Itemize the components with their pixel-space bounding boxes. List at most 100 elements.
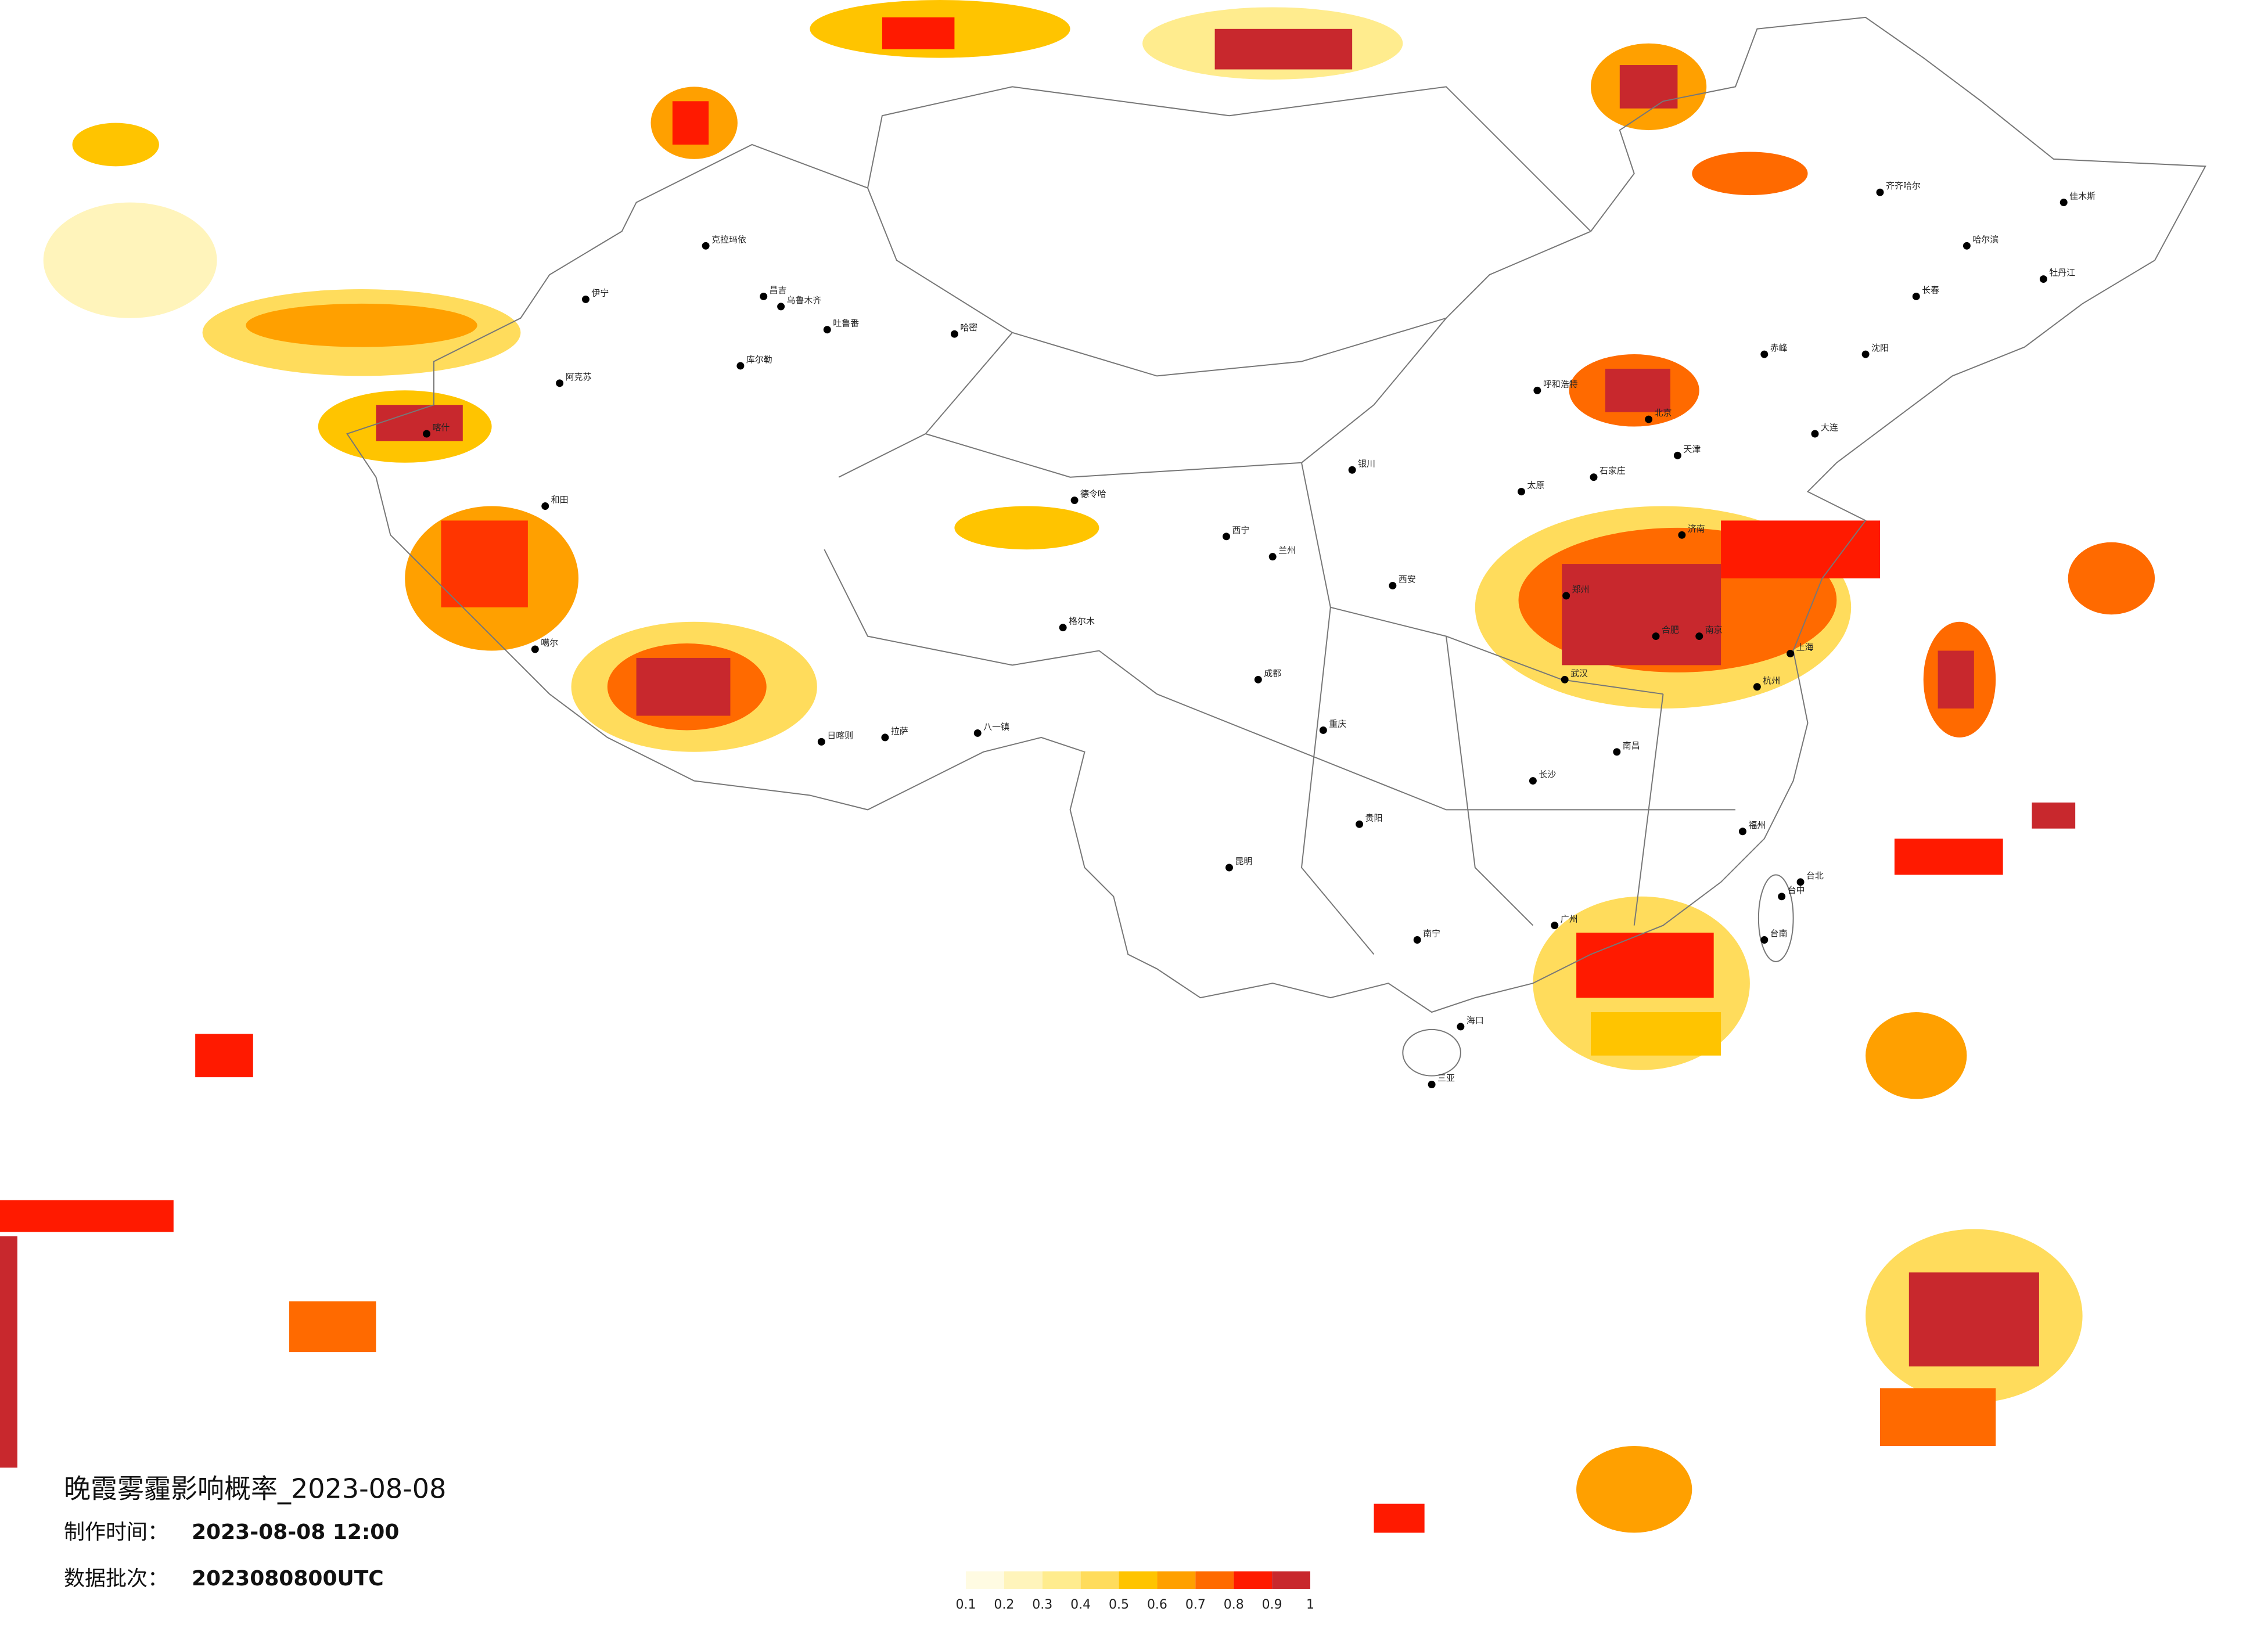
city-dot (1753, 683, 1761, 691)
city-label: 兰州 (1278, 545, 1296, 556)
city-dot (581, 295, 590, 303)
city-label: 齐齐哈尔 (1886, 181, 1921, 191)
city-label: 南京 (1705, 625, 1723, 635)
city-dot (2059, 199, 2068, 207)
city-dot (1529, 777, 1537, 785)
city-label: 格尔木 (1069, 616, 1095, 627)
city-label: 赤峰 (1770, 343, 1788, 353)
city-label: 台南 (1770, 929, 1788, 939)
city-label: 喀什 (433, 422, 450, 433)
made-time: 2023-08-08 12:00 (192, 1520, 399, 1544)
city-dot (1428, 1081, 1436, 1088)
city-label: 杭州 (1763, 675, 1780, 686)
city-label: 日喀则 (827, 730, 853, 740)
legend-tick-label: 1 (1306, 1598, 1314, 1612)
city-dot (1613, 748, 1621, 756)
city-label: 台北 (1806, 870, 1824, 881)
legend-swatch (1157, 1571, 1196, 1589)
city-label: 广州 (1561, 914, 1578, 924)
city-label: 成都 (1264, 668, 1281, 678)
city-dot (1457, 1023, 1465, 1031)
city-label: 太原 (1527, 480, 1544, 491)
city-dot (1348, 466, 1356, 474)
city-label: 海口 (1467, 1015, 1484, 1026)
legend-tick-label: 0.5 (1109, 1598, 1129, 1612)
legend-tick-label: 0.4 (1070, 1598, 1091, 1612)
city-dot (760, 292, 768, 300)
city-dot (1561, 675, 1569, 684)
city-label: 克拉玛依 (711, 234, 746, 244)
city-label: 天津 (1683, 444, 1701, 454)
city-dot (1876, 188, 1884, 196)
city-label: 拉萨 (891, 726, 908, 736)
city-label: 南昌 (1623, 740, 1640, 751)
city-dot (702, 242, 710, 250)
legend: 0.1 0.2 0.3 0.4 0.5 0.6 0.7 0.8 0.9 1 (956, 1571, 1314, 1612)
city-label: 昌吉 (770, 285, 787, 295)
city-dot (1562, 592, 1570, 600)
country-border (346, 16, 2206, 1013)
borders (346, 16, 2206, 1077)
city-dot (1760, 350, 1769, 358)
city-dot (1787, 650, 1795, 657)
city-label: 和田 (551, 495, 569, 505)
legend-swatch (1195, 1571, 1234, 1589)
city-label: 西安 (1399, 574, 1416, 584)
city-label: 合肥 (1662, 625, 1679, 635)
city-label: 北京 (1655, 408, 1672, 418)
city-dot (1254, 675, 1262, 684)
city-label: 贵阳 (1365, 812, 1383, 823)
taiwan (1757, 874, 1794, 962)
city-label: 石家庄 (1600, 466, 1626, 476)
city-dot (1673, 451, 1681, 459)
city-dot (531, 645, 539, 653)
legend-swatch (1272, 1571, 1310, 1589)
city-dot (1778, 893, 1786, 901)
city-dot (1912, 292, 1920, 300)
batch: 2023080800UTC (192, 1567, 384, 1591)
city-dot (1413, 936, 1421, 944)
legend-swatch (1004, 1571, 1043, 1589)
legend-tick-label: 0.2 (994, 1598, 1014, 1612)
city-label: 台中 (1788, 885, 1805, 895)
legend-tick-label: 0.8 (1224, 1598, 1244, 1612)
city-label: 西宁 (1232, 525, 1249, 535)
city-dot (1319, 726, 1327, 734)
city-dot (1223, 533, 1230, 541)
city-label: 重庆 (1329, 718, 1346, 729)
city-label: 伊宁 (591, 287, 609, 298)
batch-label: 数据批次： (64, 1567, 168, 1591)
city-label: 武汉 (1570, 668, 1588, 678)
city-label: 长春 (1922, 285, 1939, 295)
city-dot (1070, 497, 1079, 505)
city-dot (1518, 488, 1525, 496)
region-border (824, 86, 1736, 955)
legend-tick-label: 0.9 (1262, 1598, 1282, 1612)
city-dot (817, 738, 825, 746)
city-label: 长沙 (1539, 769, 1556, 780)
city-dot (1695, 632, 1703, 641)
city-label: 福州 (1748, 820, 1766, 830)
city-dot (423, 430, 431, 438)
city-dot (1590, 473, 1598, 481)
made-label: 制作时间： (64, 1520, 168, 1544)
legend-tick-label: 0.3 (1032, 1598, 1052, 1612)
city-dot (541, 502, 549, 510)
city-dot (1760, 936, 1769, 944)
city-label: 八一镇 (983, 721, 1009, 732)
city-dot (1059, 624, 1067, 632)
city-label: 呼和浩特 (1543, 379, 1578, 389)
legend-tick-label: 0.6 (1147, 1598, 1167, 1612)
city-dot (1356, 820, 1364, 828)
city-dot (950, 330, 958, 338)
map-title: 晚霞雾霾影响概率_2023-08-08 (64, 1473, 446, 1505)
city-label: 噶尔 (541, 638, 558, 648)
city-dot (1551, 922, 1559, 930)
city-label: 郑州 (1572, 584, 1590, 595)
city-label: 乌鲁木齐 (787, 295, 822, 305)
city-label: 牡丹江 (2049, 268, 2075, 278)
legend-swatch (1119, 1571, 1158, 1589)
city-label: 哈密 (960, 322, 977, 333)
